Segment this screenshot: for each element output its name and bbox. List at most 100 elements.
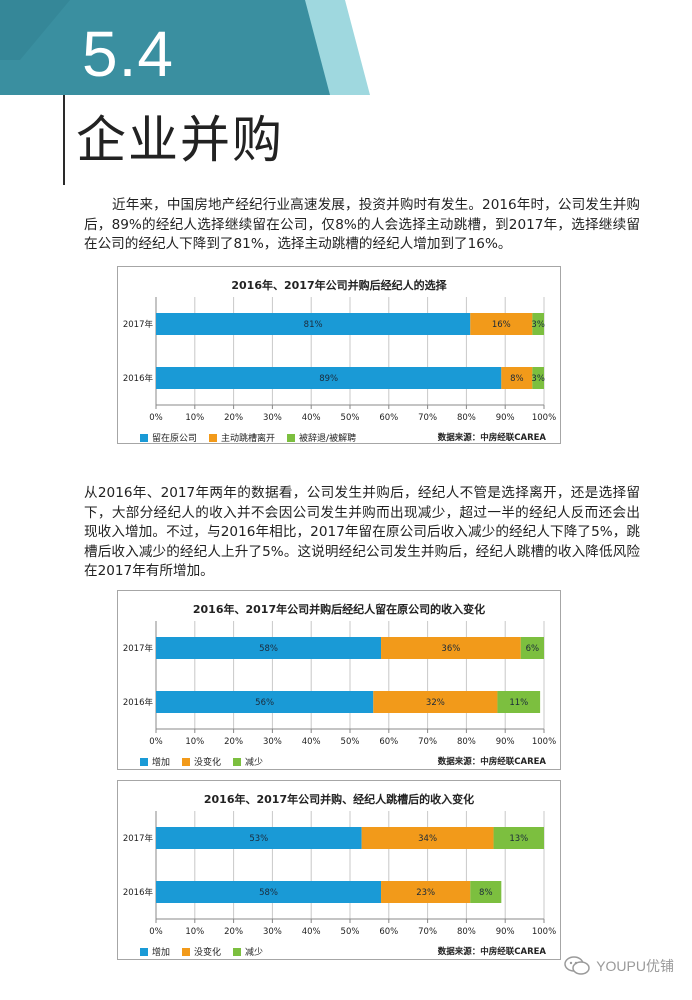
x-tick-label: 50% (341, 413, 360, 423)
bar-segment (156, 367, 502, 389)
x-tick-label: 0% (149, 413, 163, 423)
bar-segment (501, 367, 533, 389)
legend-item-nochange: 没变化 (182, 755, 221, 768)
data-label: 3% (531, 374, 545, 384)
x-tick-label: 30% (263, 927, 282, 937)
chart-stay-income: 2016年、2017年公司并购后经纪人留在原公司的收入变化 0% 10% 20% 30… (117, 590, 561, 770)
x-tick-label: 70% (418, 737, 437, 747)
data-label: 11% (509, 698, 528, 708)
legend-item-increase: 增加 (140, 945, 170, 958)
x-tick-label: 0% (149, 927, 163, 937)
x-tick-label: 0% (149, 737, 163, 747)
data-label: 32% (426, 698, 445, 708)
bar-segment (470, 881, 502, 903)
x-tick-label: 10% (185, 413, 204, 423)
paragraph-1: 近年来，中国房地产经纪行业高速发展，投资并购时有发生。2016年时，公司发生并购… (84, 197, 640, 252)
chart-plot: 0% 10% 20% 30% 40% 50% 60% 70% 80% 90% 100% 2017年 58… (123, 621, 556, 747)
chart-legend: 增加 没变化 减少 (140, 755, 275, 768)
data-label: 16% (492, 320, 511, 330)
legend-swatch (233, 757, 242, 766)
chart-legend: 增加 没变化 减少 (140, 945, 275, 958)
bar-segment (156, 691, 374, 713)
title-divider (63, 95, 65, 185)
data-label: 58% (259, 888, 278, 898)
chart-source: 数据来源：中房经联CAREA (437, 433, 546, 443)
legend-item-decrease: 减少 (233, 945, 263, 958)
x-tick-label: 20% (224, 413, 243, 423)
category-label: 2017年 (123, 643, 154, 654)
section-number: 5.4 (82, 18, 174, 90)
x-tick-label: 50% (341, 927, 360, 937)
x-tick-label: 100% (532, 413, 556, 423)
data-label: 53% (249, 834, 268, 844)
watermark-text: YOUPU优铺 (596, 958, 674, 974)
legend-label: 没变化 (194, 948, 222, 958)
x-tick-label: 60% (379, 413, 398, 423)
data-label: 36% (441, 644, 460, 654)
page-title: 企业并购 (76, 111, 284, 169)
data-label: 56% (255, 698, 274, 708)
bar-segment (381, 637, 521, 659)
x-tick-label: 40% (302, 927, 321, 937)
bar-segment (156, 637, 382, 659)
x-tick-label: 20% (224, 927, 243, 937)
data-label: 81% (304, 320, 323, 330)
chart-agent-choice: 2016年、2017年公司并购后经纪人的选择 0% 10% 20% 30% 40% 50%… (117, 266, 561, 444)
x-tick-label: 50% (341, 737, 360, 747)
x-tick-label: 100% (532, 927, 556, 937)
x-tick-label: 30% (263, 737, 282, 747)
bar-segment (156, 313, 471, 335)
legend-label: 没变化 (194, 758, 222, 768)
watermark: YOUPU优铺 (564, 956, 674, 976)
x-tick-label: 90% (496, 927, 515, 937)
chart-title: 2016年、2017年公司并购后经纪人的选择 (231, 279, 447, 292)
x-tick-label: 80% (457, 927, 476, 937)
data-label: 23% (416, 888, 435, 898)
x-tick-label: 100% (532, 737, 556, 747)
x-tick-label: 80% (457, 737, 476, 747)
legend-swatch (140, 433, 148, 442)
bar-segment (532, 367, 544, 389)
x-tick-label: 80% (457, 413, 476, 423)
chart-plot: 0% 10% 20% 30% 40% 50% 60% 70% 80% 90% 100% 2017年 53… (123, 811, 556, 937)
x-tick-label: 10% (185, 737, 204, 747)
data-label: 8% (510, 374, 523, 384)
bar-segment (156, 827, 362, 849)
legend-label: 减少 (245, 948, 264, 958)
data-label: 89% (319, 374, 338, 384)
legend-swatch (140, 757, 148, 766)
legend-item-stay: 留在原公司 (140, 431, 197, 444)
chart-title: 2016年、2017年公司并购后经纪人留在原公司的收入变化 (192, 603, 486, 616)
x-tick-label: 60% (379, 737, 398, 747)
legend-label: 主动跳槽离开 (221, 434, 276, 444)
legend-item-decrease: 减少 (233, 755, 263, 768)
chart-source: 数据来源：中房经联CAREA (437, 947, 546, 957)
chart-source: 数据来源：中房经联CAREA (437, 757, 546, 767)
legend-swatch (182, 757, 191, 766)
wechat-icon (564, 956, 590, 975)
bar-segment (361, 827, 494, 849)
x-tick-label: 90% (496, 413, 515, 423)
x-tick-label: 70% (418, 413, 437, 423)
legend-item-leave: 主动跳槽离开 (209, 431, 275, 444)
data-label: 8% (479, 888, 493, 898)
bar-segment (497, 691, 541, 713)
category-label: 2016年 (123, 697, 154, 708)
legend-label: 增加 (152, 758, 171, 768)
data-label: 34% (418, 834, 437, 844)
chart-legend: 留在原公司 主动跳槽离开 被辞退/被解聘 (140, 431, 368, 444)
bar-segment (373, 691, 498, 713)
category-label: 2017年 (123, 319, 154, 330)
legend-swatch (287, 433, 296, 442)
x-tick-label: 40% (302, 413, 321, 423)
x-tick-label: 30% (263, 413, 282, 423)
bar-segment (532, 313, 544, 335)
bar-segment (520, 637, 544, 659)
legend-label: 被辞退/被解聘 (299, 434, 357, 444)
chart-title: 2016年、2017年公司并购、经纪人跳槽后的收入变化 (203, 793, 475, 806)
chart-switch-income: 2016年、2017年公司并购、经纪人跳槽后的收入变化 0% 10% 20% 30% 4… (117, 780, 561, 960)
data-label: 6% (526, 644, 540, 654)
x-tick-label: 70% (418, 927, 437, 937)
bar-segment (156, 881, 382, 903)
category-label: 2017年 (123, 833, 154, 844)
